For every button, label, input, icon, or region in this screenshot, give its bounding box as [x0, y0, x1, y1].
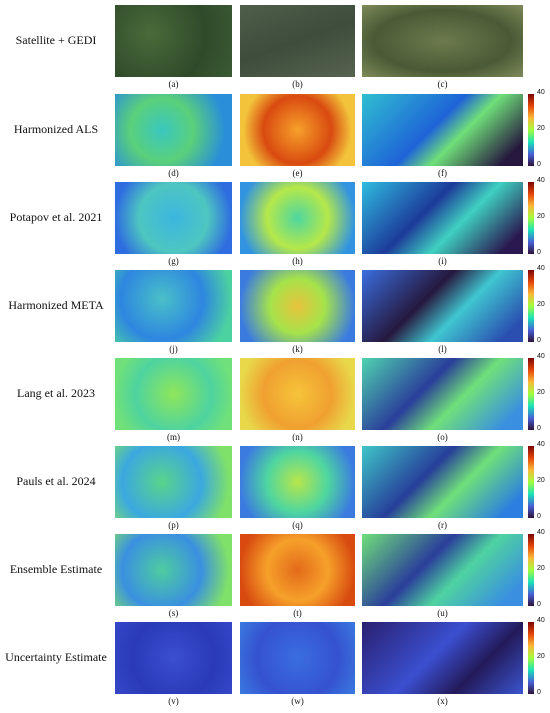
panel-caption: (a) — [168, 79, 179, 89]
image-panel — [115, 358, 232, 430]
image-panel — [362, 270, 523, 342]
colorbar-tick: 20 — [537, 389, 545, 396]
row-label: Ensemble Estimate — [9, 562, 103, 576]
panel-caption: (d) — [168, 168, 179, 178]
row-label: Harmonized META — [8, 298, 104, 312]
panel-caption: (h) — [292, 256, 303, 266]
colorbar-tick: 40 — [537, 529, 545, 536]
image-panel — [115, 182, 232, 254]
row-label: Lang et al. 2023 — [17, 386, 95, 400]
panel-caption: (o) — [437, 432, 448, 442]
colorbar-tick: 40 — [537, 265, 545, 272]
colorbar-tick: 0 — [537, 425, 541, 432]
colorbar — [528, 94, 534, 166]
image-panel — [362, 622, 523, 694]
image-panel — [240, 5, 355, 77]
colorbar-tick: 20 — [537, 653, 545, 660]
row-label: Harmonized ALS — [13, 122, 99, 136]
colorbar-tick: 20 — [537, 301, 545, 308]
panel-caption: (c) — [437, 79, 448, 89]
image-panel — [240, 358, 355, 430]
image-panel — [115, 534, 232, 606]
colorbar — [528, 446, 534, 518]
image-panel — [362, 182, 523, 254]
image-panel — [115, 622, 232, 694]
image-panel — [115, 270, 232, 342]
row-label: Potapov et al. 2021 — [9, 210, 103, 224]
panel-caption: (i) — [438, 256, 447, 266]
colorbar-tick: 0 — [537, 601, 541, 608]
colorbar-tick: 0 — [537, 337, 541, 344]
panel-caption: (l) — [438, 344, 447, 354]
row-label: Uncertainty Estimate — [5, 650, 107, 664]
panel-caption: (s) — [168, 608, 179, 618]
row-label: Satellite + GEDI — [15, 33, 97, 47]
panel-caption: (j) — [169, 344, 178, 354]
image-panel — [115, 446, 232, 518]
colorbar-tick: 40 — [537, 89, 545, 96]
image-panel — [240, 446, 355, 518]
colorbar-tick: 0 — [537, 249, 541, 256]
panel-caption: (m) — [167, 432, 180, 442]
image-panel — [240, 622, 355, 694]
image-panel — [362, 358, 523, 430]
colorbar-tick: 40 — [537, 353, 545, 360]
panel-caption: (q) — [292, 520, 303, 530]
colorbar-tick: 20 — [537, 213, 545, 220]
panel-caption: (k) — [292, 344, 303, 354]
colorbar-tick: 0 — [537, 161, 541, 168]
panel-caption: (g) — [168, 256, 179, 266]
panel-caption: (r) — [438, 520, 447, 530]
panel-caption: (b) — [292, 79, 303, 89]
image-panel — [240, 534, 355, 606]
panel-caption: (e) — [292, 168, 303, 178]
panel-caption: (w) — [291, 696, 304, 706]
image-panel — [240, 182, 355, 254]
colorbar — [528, 270, 534, 342]
image-panel — [362, 534, 523, 606]
colorbar-tick: 20 — [537, 477, 545, 484]
image-panel — [240, 270, 355, 342]
panel-caption: (u) — [437, 608, 448, 618]
panel-caption: (v) — [168, 696, 179, 706]
colorbar — [528, 534, 534, 606]
colorbar-tick: 0 — [537, 689, 541, 696]
image-panel — [240, 94, 355, 166]
row-label: Pauls et al. 2024 — [16, 474, 96, 488]
panel-caption: (n) — [292, 432, 303, 442]
image-panel — [115, 5, 232, 77]
colorbar — [528, 358, 534, 430]
colorbar-tick: 20 — [537, 565, 545, 572]
colorbar-tick: 40 — [537, 177, 545, 184]
colorbar — [528, 182, 534, 254]
colorbar-tick: 40 — [537, 441, 545, 448]
panel-caption: (x) — [437, 696, 448, 706]
colorbar — [528, 622, 534, 694]
colorbar-tick: 40 — [537, 617, 545, 624]
image-panel — [115, 94, 232, 166]
colorbar-tick: 20 — [537, 125, 545, 132]
image-panel — [362, 94, 523, 166]
image-panel — [362, 446, 523, 518]
panel-caption: (t) — [293, 608, 302, 618]
panel-caption: (p) — [168, 520, 179, 530]
image-panel — [362, 5, 523, 77]
panel-caption: (f) — [438, 168, 447, 178]
colorbar-tick: 0 — [537, 513, 541, 520]
